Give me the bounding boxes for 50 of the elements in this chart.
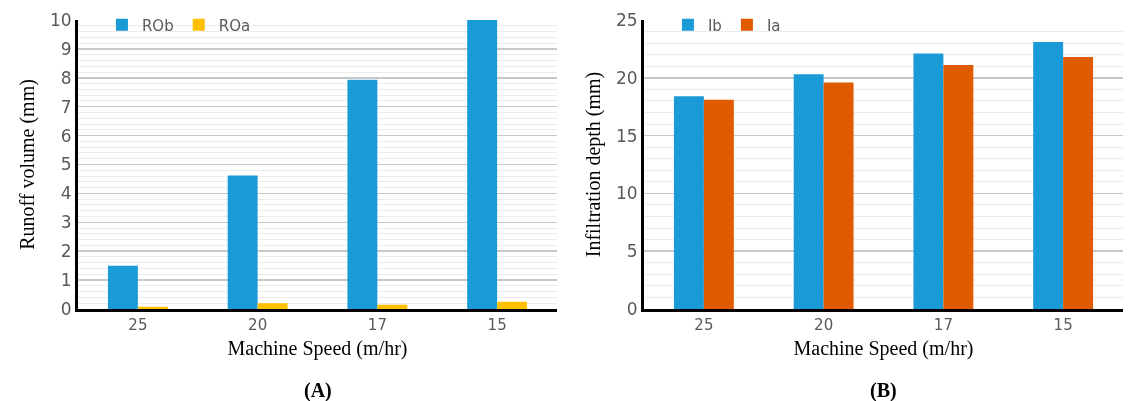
legend-label: ROb (141, 16, 174, 35)
x-axis-title: Machine Speed (m/hr) (227, 336, 408, 360)
bar (793, 74, 824, 309)
y-tick-label: 10 (49, 9, 72, 30)
bar (703, 99, 734, 309)
y-tick-label: 10 (615, 183, 638, 204)
y-tick-label: 7 (60, 96, 72, 117)
x-tick-label: 20 (248, 316, 268, 334)
legend-label: ROa (218, 16, 251, 35)
y-tick-label: 2 (60, 241, 72, 262)
text: (A) (304, 379, 332, 401)
x-tick-label: 15 (1053, 316, 1073, 334)
bar (1063, 56, 1094, 309)
y-tick-label: 4 (60, 183, 72, 204)
y-axis-title: Infiltration depth (mm) (582, 71, 606, 258)
y-tick-label: 0 (626, 298, 638, 319)
y-tick-label: 25 (615, 9, 638, 30)
x-tick-label: 17 (367, 316, 387, 334)
bar (347, 79, 378, 309)
legend-label: Ia (766, 16, 781, 35)
x-tick-label: 17 (933, 316, 953, 334)
bar (497, 301, 528, 309)
y-tick-label: 15 (615, 125, 638, 146)
y-axis-title: Runoff volume (mm) (16, 79, 40, 250)
y-tick-label: 8 (60, 67, 72, 88)
bar (823, 82, 854, 309)
bar (257, 303, 288, 309)
bar (913, 53, 944, 309)
y-tick-label: 0 (60, 298, 72, 319)
y-tick-label: 1 (60, 270, 72, 291)
y-tick-label: 20 (615, 67, 638, 88)
y-tick-label: 3 (60, 212, 72, 233)
y-tick-label: 6 (60, 125, 72, 146)
bar (377, 304, 408, 309)
bar (107, 265, 138, 309)
bar (467, 20, 498, 309)
x-tick-label: 25 (128, 316, 148, 334)
bar (673, 96, 704, 309)
legend-label: Ib (707, 16, 722, 35)
y-tick-label: 5 (60, 154, 72, 175)
x-tick-label: 15 (487, 316, 507, 334)
y-tick-label: 5 (626, 241, 638, 262)
x-tick-label: 20 (814, 316, 834, 334)
x-axis-title: Machine Speed (m/hr) (793, 336, 974, 360)
bar (1033, 41, 1064, 309)
bar (227, 175, 258, 309)
y-tick-label: 9 (60, 38, 72, 59)
x-tick-label: 25 (694, 316, 714, 334)
text: (B) (870, 379, 897, 401)
bar (943, 65, 974, 309)
